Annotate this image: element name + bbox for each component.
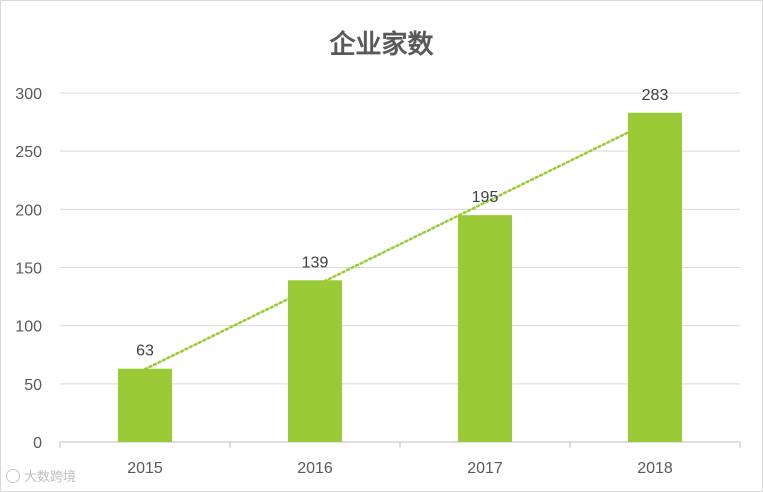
bar — [628, 112, 682, 442]
bars — [118, 112, 682, 442]
trendline — [143, 118, 657, 371]
bar — [458, 215, 512, 442]
y-tick-label: 250 — [15, 144, 42, 161]
x-tick-label: 2017 — [467, 460, 503, 477]
x-axis-ticks: 2015 2016 2017 2018 — [59, 442, 741, 477]
data-label: 195 — [472, 189, 499, 206]
watermark: 大数跨境 — [6, 466, 76, 485]
x-tick-label: 2018 — [637, 460, 673, 477]
y-tick-label: 200 — [15, 202, 42, 219]
bar — [118, 368, 172, 442]
data-labels: 63 139 195 283 — [136, 87, 668, 360]
y-tick-label: 100 — [15, 319, 42, 336]
chart-title: 企业家数 — [329, 30, 434, 60]
trendline-layer — [143, 118, 657, 371]
gridlines — [60, 92, 740, 443]
y-tick-label: 0 — [33, 435, 42, 452]
bar — [288, 280, 342, 442]
x-tick-label: 2016 — [297, 460, 333, 477]
data-label: 63 — [136, 343, 154, 360]
watermark-text: 大数跨境 — [24, 470, 77, 485]
y-tick-label: 300 — [15, 86, 42, 103]
data-label: 139 — [302, 254, 329, 271]
y-tick-label: 150 — [15, 261, 42, 278]
x-tick-label: 2015 — [127, 460, 163, 477]
watermark-logo-icon — [6, 468, 20, 483]
y-tick-label: 50 — [24, 377, 42, 394]
data-label: 283 — [642, 87, 669, 104]
y-axis-ticks: 0 50 100 150 200 250 300 — [15, 86, 42, 452]
